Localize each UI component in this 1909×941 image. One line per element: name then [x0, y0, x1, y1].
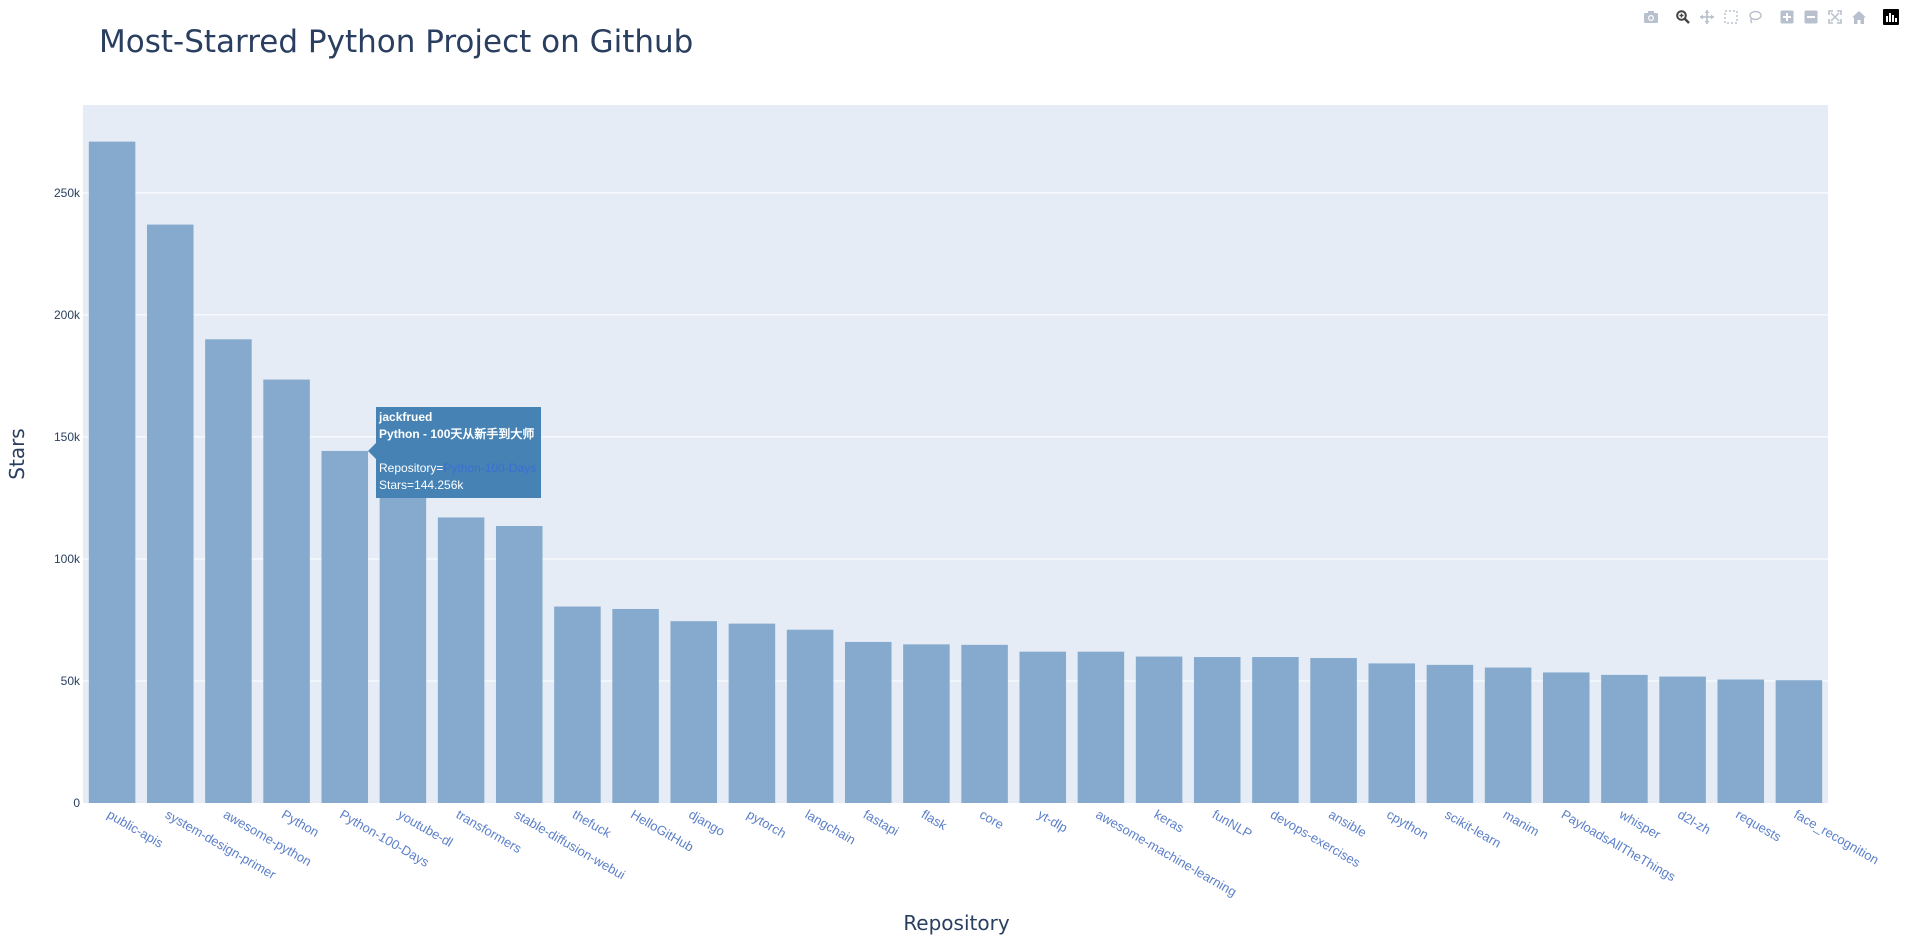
zoom-icon[interactable]	[1671, 7, 1695, 27]
x-tick-label: d2l-zh	[1675, 807, 1713, 838]
autoscale-icon[interactable]	[1823, 7, 1847, 27]
hover-tooltip: jackfrued Python - 100天从新手到大师 Repository…	[368, 406, 542, 498]
bar-django[interactable]	[670, 621, 718, 803]
x-tick-label: ansible	[1326, 807, 1369, 841]
bar-PayloadsAllTheThings[interactable]	[1542, 672, 1590, 803]
x-tick-label: yt-dlp	[1035, 807, 1070, 836]
grid-lines	[83, 192, 1828, 682]
bar-fastapi[interactable]	[844, 641, 892, 803]
bar-pytorch[interactable]	[728, 623, 776, 803]
bar-HelloGitHub[interactable]	[612, 608, 659, 803]
bar-core[interactable]	[961, 644, 1008, 803]
camera-icon[interactable]	[1639, 7, 1663, 27]
bar-transformers[interactable]	[437, 517, 485, 803]
bar-scikit-learn[interactable]	[1426, 664, 1474, 803]
x-tick-label: flask	[919, 807, 950, 834]
y-tick-label: 0	[73, 796, 80, 810]
bar-langchain[interactable]	[786, 629, 834, 803]
bar-yt-dlp[interactable]	[1019, 651, 1067, 803]
bar-Python[interactable]	[263, 379, 310, 803]
y-tick-label: 200k	[54, 308, 81, 322]
bar-stable-diffusion-webui[interactable]	[495, 525, 543, 803]
x-tick-label: cpython	[1384, 807, 1431, 843]
tooltip-repo-label: Repository=	[379, 460, 444, 475]
bar-awesome-python[interactable]	[205, 339, 252, 803]
x-tick-label: scikit-learn	[1442, 807, 1503, 851]
y-axis-ticks: 0 50k 100k 150k 200k 250k	[54, 186, 81, 810]
y-axis-title: Stars	[5, 428, 29, 479]
x-axis-ticks: public-apissystem-design-primerawesome-p…	[105, 806, 1882, 899]
x-tick-label: Python	[279, 807, 322, 840]
bar-cpython[interactable]	[1368, 663, 1416, 803]
x-tick-label: core	[977, 807, 1006, 833]
tooltip-owner: jackfrued	[379, 409, 433, 424]
bar-youtube-dl[interactable]	[379, 496, 427, 803]
bar-d2l-zh[interactable]	[1659, 676, 1706, 803]
bar-Python-100-Days[interactable]	[321, 450, 369, 803]
bars	[88, 141, 1823, 804]
y-tick-label: 50k	[61, 674, 81, 688]
plotly-logo-icon[interactable]	[1879, 7, 1903, 27]
x-tick-label: keras	[1152, 807, 1187, 836]
tooltip-repo-value: Python-100-Days	[443, 460, 537, 475]
pan-icon[interactable]	[1695, 7, 1719, 27]
x-tick-label: thefuck	[570, 807, 614, 841]
y-tick-label: 250k	[54, 186, 81, 200]
bar-devops-exercises[interactable]	[1252, 657, 1299, 803]
bar-face_recognition[interactable]	[1775, 680, 1823, 803]
bar-whisper[interactable]	[1601, 674, 1648, 803]
lasso-icon[interactable]	[1743, 7, 1767, 27]
zoom-in-icon[interactable]	[1775, 7, 1799, 27]
tooltip-arrow	[368, 442, 377, 459]
tooltip-description: Python - 100天从新手到大师	[379, 426, 535, 441]
reset-axes-icon[interactable]	[1847, 7, 1871, 27]
bar-keras[interactable]	[1135, 656, 1183, 803]
bar-requests[interactable]	[1717, 679, 1765, 803]
zoom-out-icon[interactable]	[1799, 7, 1823, 27]
x-tick-label: HelloGitHub	[628, 807, 696, 855]
x-tick-label: django	[686, 807, 727, 840]
x-tick-label: requests	[1733, 807, 1784, 845]
y-tick-label: 150k	[54, 430, 81, 444]
x-tick-label: face_recognition	[1791, 807, 1881, 868]
bar-thefuck[interactable]	[554, 606, 601, 803]
x-tick-label: funNLP	[1210, 807, 1255, 842]
modebar-toolbar	[1639, 7, 1903, 27]
bar-manim[interactable]	[1484, 667, 1532, 803]
bar-funNLP[interactable]	[1193, 657, 1241, 803]
bar-flask[interactable]	[903, 644, 950, 803]
tooltip-stars: Stars=144.256k	[379, 477, 464, 492]
x-axis-title: Repository	[903, 911, 1010, 935]
y-tick-label: 100k	[54, 552, 81, 566]
x-tick-label: pytorch	[744, 807, 788, 841]
x-tick-label: fastapi	[861, 807, 902, 839]
x-tick-label: whisper	[1616, 806, 1664, 842]
x-tick-label: public-apis	[105, 807, 167, 851]
x-tick-label: manim	[1501, 807, 1542, 839]
chart-title: Most-Starred Python Project on Github	[99, 24, 694, 60]
bar-system-design-primer[interactable]	[146, 224, 194, 804]
bar-awesome-machine-learning[interactable]	[1077, 651, 1125, 803]
x-tick-label: langchain	[803, 807, 859, 848]
box-select-icon[interactable]	[1719, 7, 1743, 27]
bar-ansible[interactable]	[1310, 658, 1357, 803]
bar-public-apis[interactable]	[88, 141, 136, 803]
